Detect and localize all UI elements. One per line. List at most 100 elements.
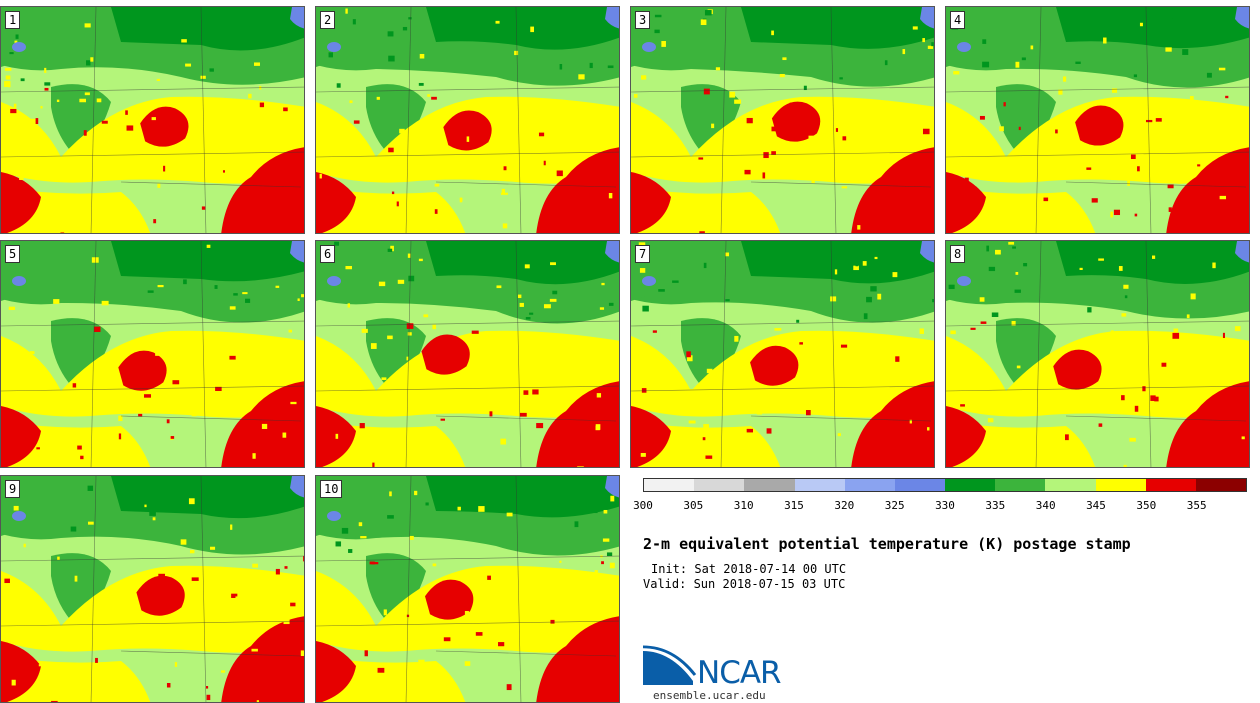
speckle xyxy=(531,108,537,111)
green-region xyxy=(51,84,111,157)
speckle xyxy=(705,455,713,459)
speckle xyxy=(500,438,507,445)
speckle xyxy=(438,387,445,393)
speckle xyxy=(434,206,439,210)
speckle xyxy=(149,510,156,516)
red-region xyxy=(1,406,41,467)
speckle xyxy=(1219,129,1224,134)
speckle xyxy=(978,151,984,156)
state-border xyxy=(720,241,727,467)
speckle xyxy=(599,307,605,310)
speckle xyxy=(525,317,531,320)
speckle xyxy=(1008,241,1015,245)
red-region xyxy=(1,641,41,702)
speckle xyxy=(506,512,513,517)
speckle xyxy=(192,485,197,490)
speckle xyxy=(406,200,414,204)
speckle xyxy=(280,573,286,578)
speckle xyxy=(922,38,926,43)
speckle xyxy=(15,34,19,39)
member-label: 4 xyxy=(950,11,966,29)
lake xyxy=(642,276,656,286)
speckle xyxy=(533,569,538,573)
speckle xyxy=(215,386,222,392)
speckle xyxy=(912,26,918,30)
speckle xyxy=(1047,228,1052,232)
speckle xyxy=(517,294,522,299)
speckle xyxy=(388,147,394,153)
speckle xyxy=(459,197,463,203)
state-border xyxy=(1,86,304,93)
dark-green-region xyxy=(1056,241,1249,284)
speckle xyxy=(500,192,508,195)
speckle xyxy=(529,312,534,315)
speckle xyxy=(704,10,712,16)
speckle xyxy=(440,418,446,421)
speckle xyxy=(762,172,766,179)
theta-e-map xyxy=(1,7,304,234)
speckle xyxy=(979,115,985,120)
speckle xyxy=(1091,198,1098,203)
speckle xyxy=(294,452,298,457)
speckle xyxy=(201,206,206,210)
lake xyxy=(290,7,304,29)
speckle xyxy=(191,364,198,367)
speckle xyxy=(1109,378,1117,385)
speckle xyxy=(396,201,399,207)
speckle xyxy=(760,166,763,171)
speckle xyxy=(1196,216,1203,219)
speckle xyxy=(487,575,491,580)
speckle xyxy=(364,650,368,657)
state-border xyxy=(120,415,302,422)
speckle xyxy=(371,562,379,565)
speckle xyxy=(771,126,777,132)
speckle xyxy=(1055,129,1058,134)
speckle xyxy=(31,118,36,124)
speckle xyxy=(423,314,429,318)
speckle xyxy=(524,264,530,269)
speckle xyxy=(999,126,1004,132)
lake xyxy=(327,42,341,52)
speckle xyxy=(4,67,12,71)
speckle xyxy=(461,628,464,633)
speckle xyxy=(10,108,17,114)
speckle xyxy=(857,225,861,230)
theta-e-map xyxy=(1,476,304,702)
speckle xyxy=(1220,16,1226,22)
speckle xyxy=(270,349,273,353)
theta-e-map xyxy=(631,241,934,467)
speckle xyxy=(252,453,256,459)
dark-green-region xyxy=(741,7,934,49)
speckle xyxy=(418,258,423,262)
speckle xyxy=(927,427,930,431)
speckle xyxy=(498,642,505,647)
speckle xyxy=(85,690,89,695)
speckle xyxy=(185,63,192,67)
speckle xyxy=(835,128,839,132)
speckle xyxy=(297,298,300,302)
speckle xyxy=(210,546,216,550)
speckle xyxy=(406,323,414,329)
speckle xyxy=(7,410,14,417)
speckle xyxy=(1137,166,1140,172)
speckle xyxy=(747,394,755,398)
theta-e-map xyxy=(631,7,934,233)
speckle xyxy=(239,233,245,234)
red-region xyxy=(140,106,189,147)
speckle xyxy=(661,368,668,371)
state-border xyxy=(631,86,934,93)
state-border xyxy=(631,320,934,327)
speckle xyxy=(1159,382,1167,387)
speckle xyxy=(988,266,996,272)
speckle xyxy=(282,432,287,438)
speckle xyxy=(349,100,353,104)
speckle xyxy=(261,423,268,429)
speckle xyxy=(746,428,754,433)
speckle xyxy=(877,293,882,300)
speckle xyxy=(1043,197,1049,202)
member-panel-9: 9 xyxy=(0,475,305,703)
speckle xyxy=(233,293,238,296)
speckle xyxy=(378,281,386,287)
speckle xyxy=(141,370,146,376)
speckle xyxy=(432,324,437,330)
